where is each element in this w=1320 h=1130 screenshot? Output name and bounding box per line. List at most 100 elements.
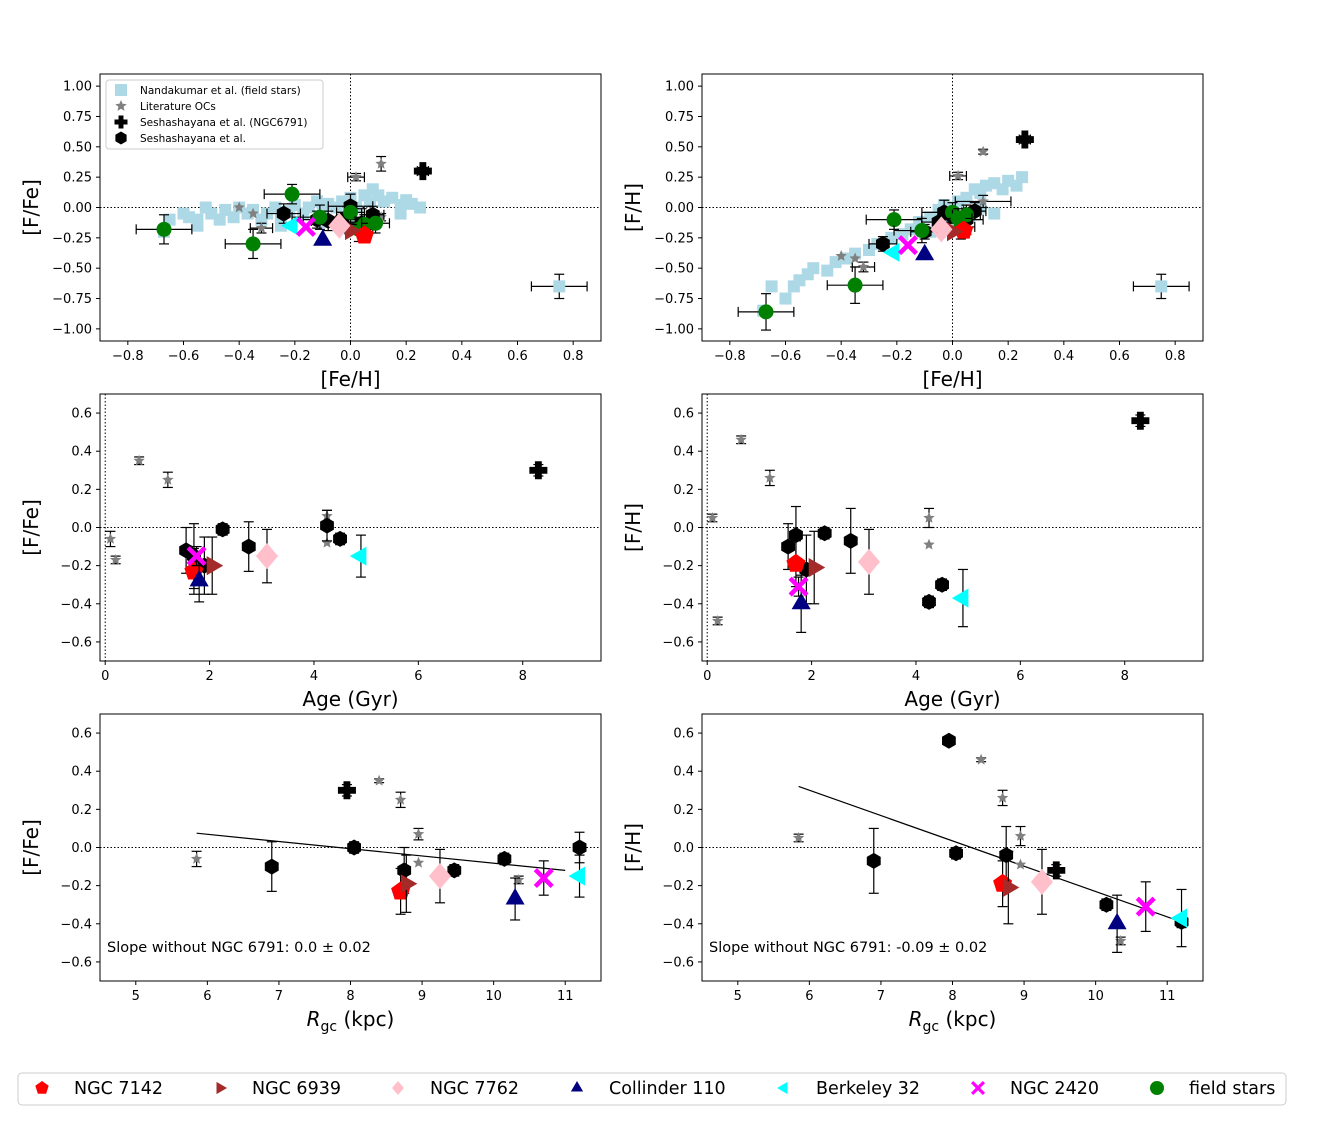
series-ngc-2420	[788, 576, 809, 597]
y-tick-label: −0.50	[52, 262, 92, 277]
slope-annotation: Slope without NGC 6791: -0.09 ± 0.02	[709, 940, 987, 956]
series-literature-ocs	[835, 145, 1012, 273]
data-point	[930, 216, 953, 243]
y-tick-label: −0.6	[662, 955, 694, 970]
y-tick-label: −0.6	[60, 635, 92, 650]
y-tick-label: 0.6	[673, 407, 694, 422]
data-point	[843, 532, 858, 549]
data-point	[397, 862, 412, 879]
series-ngc-2420	[897, 235, 918, 256]
y-tick-label: 0.6	[71, 727, 92, 742]
slope-annotation: Slope without NGC 6791: 0.0 ± 0.02	[107, 940, 371, 956]
y-tick-label: 0.2	[673, 483, 694, 498]
x-tick-label: 0.4	[1053, 349, 1074, 364]
legend-label: Seshashayana et al. (NGC6791)	[140, 117, 308, 129]
axes-frame	[701, 393, 1204, 662]
y-tick-label: −0.4	[662, 597, 694, 612]
y-tick-label: −0.2	[60, 559, 92, 574]
series-ngc-6939	[1002, 850, 1020, 925]
data-point	[1107, 912, 1127, 930]
series-seshashayana-et-al-ngc6791	[1131, 411, 1150, 430]
x-tick-label: 0.4	[451, 349, 472, 364]
x-tick-label: 6	[203, 989, 211, 1004]
data-point	[162, 473, 174, 485]
legend-marker	[115, 131, 127, 145]
data-point	[295, 216, 316, 237]
x-tick-label: 0.8	[563, 349, 584, 364]
series-literature-ocs	[104, 454, 333, 565]
data-point	[186, 546, 207, 567]
series-berkeley-32	[883, 242, 900, 262]
x-tick-label: 9	[1020, 989, 1028, 1004]
legend-marker-ngc-7762	[392, 1081, 404, 1095]
series-ngc-6939	[947, 222, 964, 242]
data-point	[428, 863, 452, 890]
data-point	[935, 576, 949, 593]
y-tick-label: −1.00	[52, 322, 92, 337]
x-tick-label: 2	[807, 669, 815, 684]
series-ngc-6939	[808, 530, 826, 605]
x-tick-label: −0.2	[279, 349, 311, 364]
data-point	[206, 556, 224, 576]
series-seshashayana-et-al-ngc6791	[1015, 130, 1034, 149]
data-point	[233, 201, 245, 213]
y-axis-label: [F/Fe]	[19, 179, 43, 236]
y-tick-label: −0.4	[60, 597, 92, 612]
plot-area	[100, 774, 601, 921]
data-point	[922, 593, 936, 610]
data-point	[447, 862, 462, 879]
y-tick-label: 0.75	[665, 110, 694, 125]
x-tick-label: 7	[877, 989, 885, 1004]
y-tick-label: −0.75	[654, 292, 694, 307]
data-point	[817, 525, 832, 542]
y-tick-label: 1.00	[665, 80, 694, 95]
data-point	[923, 538, 935, 550]
series-ngc-7762	[255, 528, 279, 584]
y-tick-label: 0.6	[71, 407, 92, 422]
panel-legend-box	[105, 79, 324, 150]
data-point	[368, 215, 384, 231]
data-point	[572, 839, 587, 856]
legend-label: Seshashayana et al.	[140, 133, 246, 145]
data-point	[779, 292, 792, 305]
x-tick-label: −0.4	[825, 349, 857, 364]
data-point	[350, 171, 362, 182]
legend-marker-ngc-2420	[971, 1081, 985, 1095]
legend-label-ngc-7762: NGC 7762	[430, 1079, 519, 1099]
data-point	[883, 242, 900, 262]
data-point	[281, 216, 298, 236]
data-point	[914, 223, 930, 239]
series-ngc-2420	[186, 545, 207, 567]
y-tick-label: −1.00	[654, 322, 694, 337]
data-point	[808, 558, 826, 578]
data-point	[866, 852, 881, 869]
data-point	[975, 753, 987, 765]
x-tick-label: 11	[1159, 989, 1176, 1004]
x-tick-label: 8	[948, 989, 956, 1004]
data-point	[513, 873, 525, 885]
legend-marker-ngc-7142	[35, 1081, 49, 1094]
data-point	[413, 162, 432, 181]
x-tick-label: −0.8	[714, 349, 746, 364]
x-tick-label: 5	[132, 989, 140, 1004]
y-tick-label: 0.4	[71, 765, 92, 780]
data-point	[857, 548, 881, 575]
x-tick-label: 5	[734, 989, 742, 1004]
data-point	[792, 832, 805, 843]
x-tick-label: 0	[703, 669, 711, 684]
y-tick-label: 0.50	[63, 140, 92, 155]
y-tick-label: −0.2	[60, 879, 92, 894]
y-tick-label: −0.6	[662, 635, 694, 650]
data-point	[247, 207, 259, 219]
y-tick-label: −0.4	[662, 917, 694, 932]
data-point	[412, 828, 425, 839]
data-point	[923, 512, 935, 523]
data-point	[765, 280, 778, 293]
series-seshashayana-et-al-ngc6791	[529, 461, 548, 480]
data-point	[227, 211, 240, 224]
data-point	[949, 845, 963, 862]
data-point	[788, 576, 809, 597]
figure-legend-box	[17, 1072, 1287, 1106]
legend-label-collinder-110: Collinder 110	[609, 1079, 726, 1099]
x-tick-label: 10	[485, 989, 502, 1004]
